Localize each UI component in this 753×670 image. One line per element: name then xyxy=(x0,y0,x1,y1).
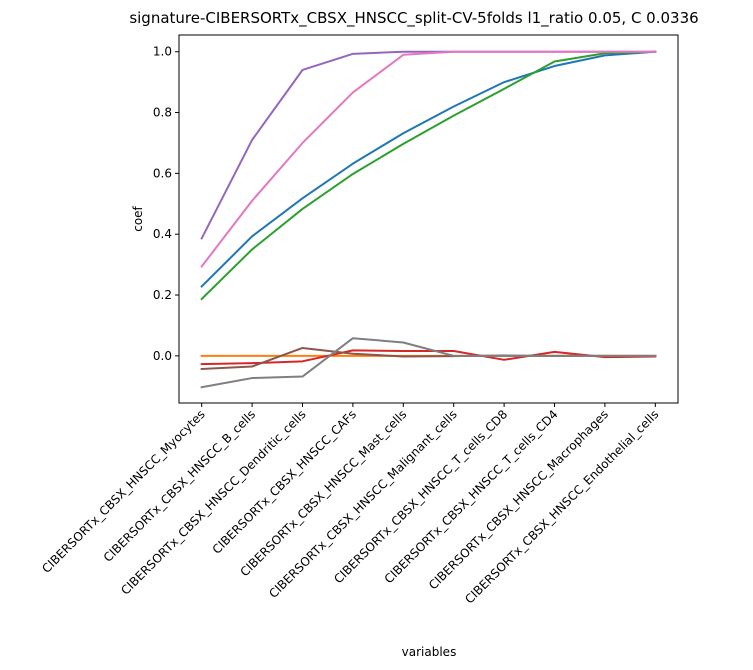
x-tick-label: CIBERSORTx_CBSX_HNSCC_Malignant_cells xyxy=(266,407,460,601)
chart-title: signature-CIBERSORTx_CBSX_HNSCC_split-CV… xyxy=(129,9,698,28)
x-axis: CIBERSORTx_CBSX_HNSCC_MyocytesCIBERSORTx… xyxy=(39,403,661,606)
series-line-1 xyxy=(200,50,657,288)
x-tick-label: CIBERSORTx_CBSX_HNSCC_Endothelial_cells xyxy=(462,407,661,606)
x-tick-label: CIBERSORTx_CBSX_HNSCC_T_cells_CD4 xyxy=(382,407,561,586)
series-layer xyxy=(200,50,657,389)
series-line-3 xyxy=(200,50,657,301)
plot-area-frame xyxy=(178,34,679,404)
y-tick-label: 0.0 xyxy=(153,349,172,363)
y-tick-label: 1.0 xyxy=(153,45,172,59)
x-tick-label: CIBERSORTx_CBSX_HNSCC_Macrophages xyxy=(426,407,611,592)
x-tick-label: CIBERSORTx_CBSX_HNSCC_Dendritic_cells xyxy=(118,407,308,597)
series-line-5 xyxy=(200,50,657,240)
x-axis-label: variables xyxy=(402,645,457,659)
x-tick-label: CIBERSORTx_CBSX_HNSCC_T_cells_CD8 xyxy=(331,407,510,586)
y-tick-label: 0.4 xyxy=(153,227,172,241)
y-tick-label: 0.6 xyxy=(153,166,172,180)
y-axis-label: coef xyxy=(131,205,145,231)
y-tick-label: 0.2 xyxy=(153,288,172,302)
series-line-8 xyxy=(200,337,657,389)
y-tick-label: 0.8 xyxy=(153,106,172,120)
y-axis: 0.0 0.2 0.4 0.6 0.8 1.0 xyxy=(153,45,179,363)
series-line-7 xyxy=(200,50,657,268)
series-line-4 xyxy=(200,349,657,366)
